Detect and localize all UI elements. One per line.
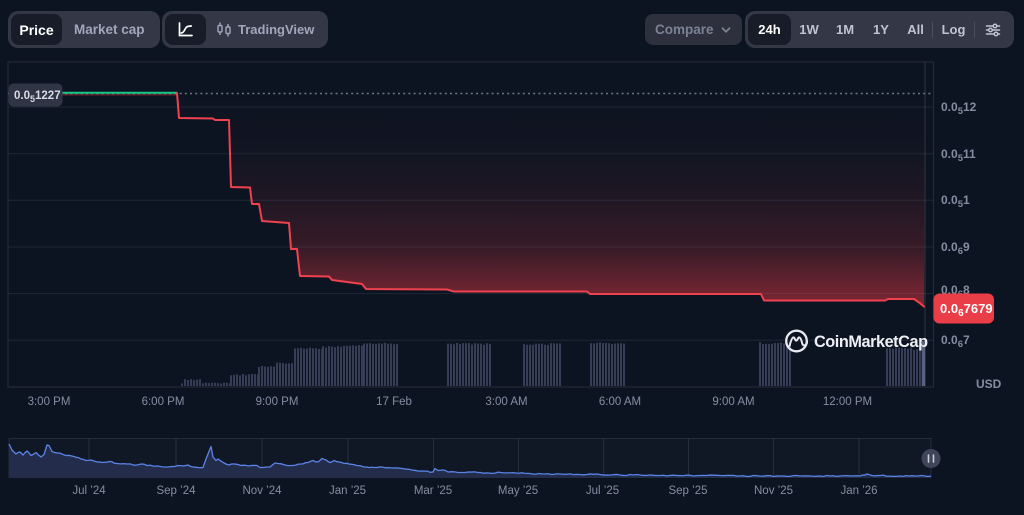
svg-text:0.069: 0.069 [941, 240, 970, 257]
svg-text:6:00 PM: 6:00 PM [142, 396, 185, 408]
svg-text:Jul ’24: Jul ’24 [72, 485, 106, 497]
svg-text:9:00 AM: 9:00 AM [712, 396, 754, 408]
svg-text:USD: USD [976, 377, 1002, 391]
svg-text:0.0511: 0.0511 [941, 147, 976, 164]
svg-text:17 Feb: 17 Feb [376, 396, 412, 408]
svg-text:12:00 PM: 12:00 PM [823, 396, 872, 408]
svg-text:Sep ’24: Sep ’24 [156, 485, 196, 497]
svg-text:Nov ’25: Nov ’25 [754, 485, 793, 497]
svg-text:0.0512: 0.0512 [941, 100, 977, 117]
svg-text:9:00 PM: 9:00 PM [256, 396, 299, 408]
svg-text:6:00 AM: 6:00 AM [599, 396, 641, 408]
svg-text:May ’25: May ’25 [498, 485, 538, 497]
svg-text:Sep ’25: Sep ’25 [668, 485, 707, 497]
svg-text:Jan ’25: Jan ’25 [329, 485, 366, 497]
svg-text:0.051: 0.051 [941, 193, 970, 210]
svg-text:0.067679: 0.067679 [940, 301, 993, 319]
svg-text:Nov ’24: Nov ’24 [243, 485, 283, 497]
svg-text:3:00 PM: 3:00 PM [28, 396, 71, 408]
svg-text:0.051227: 0.051227 [14, 90, 61, 104]
svg-text:Mar ’25: Mar ’25 [414, 485, 452, 497]
svg-text:Jul ’25: Jul ’25 [586, 485, 619, 497]
svg-text:0.067: 0.067 [941, 333, 970, 350]
svg-text:CoinMarketCap: CoinMarketCap [814, 333, 928, 351]
svg-text:Jan ’26: Jan ’26 [840, 485, 877, 497]
svg-text:3:00 AM: 3:00 AM [485, 396, 527, 408]
